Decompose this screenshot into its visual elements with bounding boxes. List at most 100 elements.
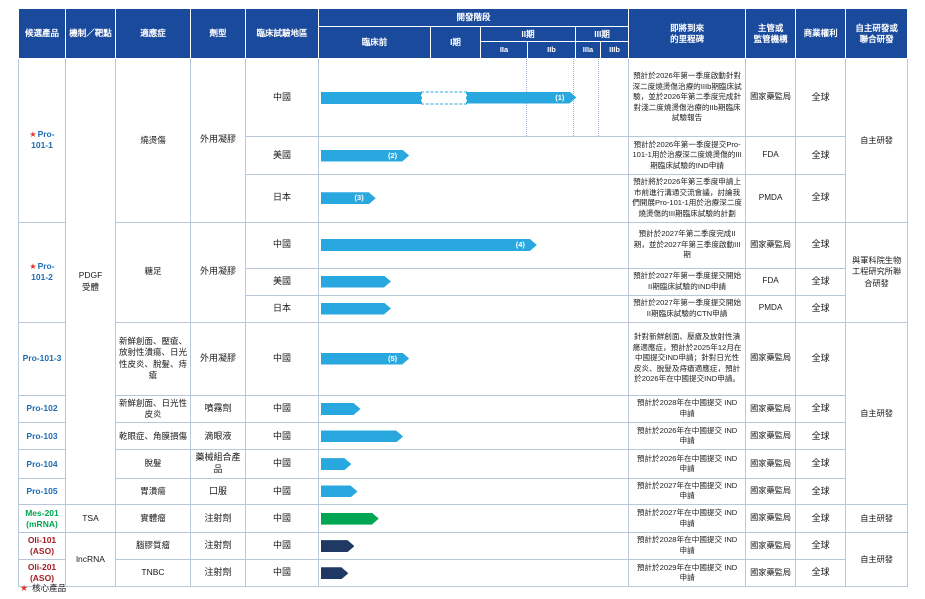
stage-header-preclinical: 臨床前 bbox=[318, 26, 431, 59]
rights-cell: 全球 bbox=[795, 321, 847, 396]
core-product-star-icon: ★ bbox=[29, 261, 37, 271]
form-cell: 口服 bbox=[190, 477, 246, 506]
form-cell: 藥械組合產品 bbox=[190, 449, 246, 479]
product-name-cell: Pro-101-3 bbox=[18, 321, 66, 396]
rights-cell: 全球 bbox=[795, 477, 847, 506]
stage-header-phase3a: IIIa bbox=[575, 41, 601, 59]
progress-bar bbox=[321, 567, 348, 579]
pipeline-row: Pro-103 乾眼症、角膜損傷 滴眼液 中國 預計於2026年在中國提交 IN… bbox=[18, 422, 908, 451]
pipeline-row: Oli-201 (ASO) TNBC 注射劑 中國 預計於2029年在中國提交 … bbox=[18, 559, 908, 588]
milestone-cell: 預計於2026年第一季度啟動針對深二度燒燙傷治療的IIIb期臨床試驗，並於202… bbox=[628, 58, 747, 137]
progress-bar bbox=[321, 403, 361, 415]
indication-cell: 燒燙傷 bbox=[115, 58, 191, 223]
indication-cell: 胃潰瘍 bbox=[115, 477, 191, 506]
progress-bar bbox=[321, 430, 403, 442]
bar-label: (4) bbox=[515, 240, 525, 250]
mechanism-cell: PDGF 受體 bbox=[65, 57, 116, 506]
progress-bar bbox=[321, 513, 379, 525]
stage-chart-cell: (1) bbox=[317, 58, 630, 137]
authority-cell: 國家藥監局 bbox=[745, 321, 797, 396]
authority-cell: 國家藥監局 bbox=[745, 394, 797, 424]
form-cell: 滴眼液 bbox=[190, 422, 246, 451]
rights-cell: 全球 bbox=[795, 136, 847, 175]
rights-cell: 全球 bbox=[795, 294, 847, 323]
region-cell: 中國 bbox=[245, 449, 319, 479]
pipeline-row: ★Pro-101-1 PDGF 受體 燒燙傷 外用凝膠 中國 (1) 預計於20… bbox=[18, 57, 909, 506]
development-cell: 自主研發 bbox=[845, 321, 909, 506]
progress-bar bbox=[321, 540, 354, 552]
progress-bar bbox=[321, 458, 351, 470]
region-cell: 中國 bbox=[245, 477, 319, 506]
col-header-authority: 主管或 監管機構 bbox=[745, 8, 797, 59]
progress-bar: (1) bbox=[467, 92, 576, 104]
milestone-cell: 預計於2027年第一季度提交開始II期臨床試驗的IND申請 bbox=[628, 267, 747, 296]
region-cell: 美國 bbox=[245, 267, 319, 296]
development-cell: 自主研發 bbox=[845, 504, 909, 534]
region-cell: 中國 bbox=[245, 559, 319, 588]
stage-chart-cell bbox=[317, 449, 630, 479]
product-name-cell: Pro-103 bbox=[18, 422, 66, 451]
stage-header-phase2: II期 bbox=[480, 26, 576, 42]
core-product-star-icon: ★ bbox=[29, 130, 37, 140]
authority-cell: 國家藥監局 bbox=[745, 559, 797, 588]
stage-chart-cell: (2) bbox=[317, 136, 630, 175]
form-cell: 注射劑 bbox=[190, 504, 246, 534]
rights-cell: 全球 bbox=[795, 449, 847, 479]
authority-cell: PMDA bbox=[745, 174, 797, 223]
authority-cell: 國家藥監局 bbox=[745, 532, 797, 561]
progress-bar-segment bbox=[321, 91, 422, 104]
indication-cell: 脫髮 bbox=[115, 449, 191, 479]
rights-cell: 全球 bbox=[795, 221, 847, 269]
indication-cell: 腦膠質瘤 bbox=[115, 532, 191, 561]
region-cell: 中國 bbox=[245, 321, 319, 396]
pipeline-row: 美國 (2) 預計於2026年第一季度提交Pro-101-1用於治療深二度燒燙傷… bbox=[19, 136, 908, 175]
authority-cell: 國家藥監局 bbox=[745, 477, 797, 506]
progress-bar: (5) bbox=[321, 353, 409, 365]
form-cell: 外用凝膠 bbox=[190, 58, 246, 223]
stage-chart-cell: (3) bbox=[317, 174, 630, 223]
authority-cell: 國家藥監局 bbox=[745, 504, 797, 534]
pipeline-row: ★Pro-101-2 糖足 外用凝膠 中國 (4) 預計於2027年第二季度完成… bbox=[18, 221, 909, 323]
milestone-cell: 預計於2026年在中國提交 IND 申請 bbox=[628, 422, 747, 451]
pipeline-row: Mes-201 (mRNA) TSA 實體瘤 注射劑 中國 預計於2027年在中… bbox=[18, 504, 909, 534]
milestone-cell: 預計於2027年在中國提交 IND 申請 bbox=[628, 477, 747, 506]
development-cell: 自主研發 bbox=[845, 532, 909, 588]
col-header-candidate: 候選產品 bbox=[18, 8, 66, 59]
pipeline-row: 美國 預計於2027年第一季度提交開始II期臨床試驗的IND申請 FDA 全球 bbox=[19, 267, 908, 296]
product-name-cell: ★Pro-101-2 bbox=[18, 221, 66, 323]
core-product-star-icon: ★ bbox=[20, 582, 29, 593]
region-cell: 中國 bbox=[245, 532, 319, 561]
pipeline-table: 候選產品 機制／靶點 適應症 劑型 臨床試驗地區 開發階段 即將到來 的里程碑 … bbox=[18, 8, 909, 588]
progress-bar bbox=[321, 276, 391, 288]
core-product-legend-label: 核心產品 bbox=[32, 583, 67, 593]
progress-bar bbox=[321, 485, 357, 497]
form-cell: 注射劑 bbox=[190, 559, 246, 588]
authority-cell: 國家藥監局 bbox=[745, 422, 797, 451]
col-header-region: 臨床試驗地區 bbox=[245, 8, 319, 59]
stage-chart-cell bbox=[317, 394, 630, 424]
stage-chart-area: (1) bbox=[321, 59, 625, 136]
region-cell: 美國 bbox=[245, 136, 319, 175]
mechanism-cell: TSA bbox=[65, 504, 116, 534]
authority-cell: 國家藥監局 bbox=[745, 221, 797, 269]
col-header-form: 劑型 bbox=[190, 8, 246, 59]
stage-chart-cell bbox=[317, 504, 630, 534]
region-cell: 中國 bbox=[245, 422, 319, 451]
milestone-cell: 預計於2027年第二季度完成II期，並於2027年第三季度啟動III期 bbox=[628, 221, 747, 269]
authority-cell: PMDA bbox=[745, 294, 797, 323]
product-name-cell: Oli-201 (ASO) bbox=[18, 559, 66, 588]
milestone-cell: 預計將於2026年第三季度申請上市前進行溝通交流會議，討論我們開展Pro-101… bbox=[628, 174, 747, 223]
rights-cell: 全球 bbox=[795, 504, 847, 534]
form-cell: 外用凝膠 bbox=[190, 321, 246, 396]
col-header-mechanism: 機制／靶點 bbox=[65, 8, 116, 59]
development-cell: 自主研發 bbox=[845, 58, 909, 223]
product-name-cell: Oli-101 (ASO) bbox=[18, 532, 66, 561]
rights-cell: 全球 bbox=[795, 394, 847, 424]
progress-bar: (3) bbox=[321, 192, 376, 204]
development-cell: 與軍科院生物工程研究所聯合研發 bbox=[845, 221, 909, 323]
col-header-development: 自主研發或 聯合研發 bbox=[845, 8, 909, 59]
core-product-legend: ★ 核心產品 bbox=[20, 582, 66, 594]
product-name-cell: Pro-102 bbox=[18, 394, 66, 424]
milestone-cell: 針對新鮮創面、壓瘡及放射性潰瘍適應症，預計於2025年12月在中國提交IND申請… bbox=[628, 321, 747, 396]
milestone-cell: 預計於2028年在中國提交 IND 申請 bbox=[628, 394, 747, 424]
